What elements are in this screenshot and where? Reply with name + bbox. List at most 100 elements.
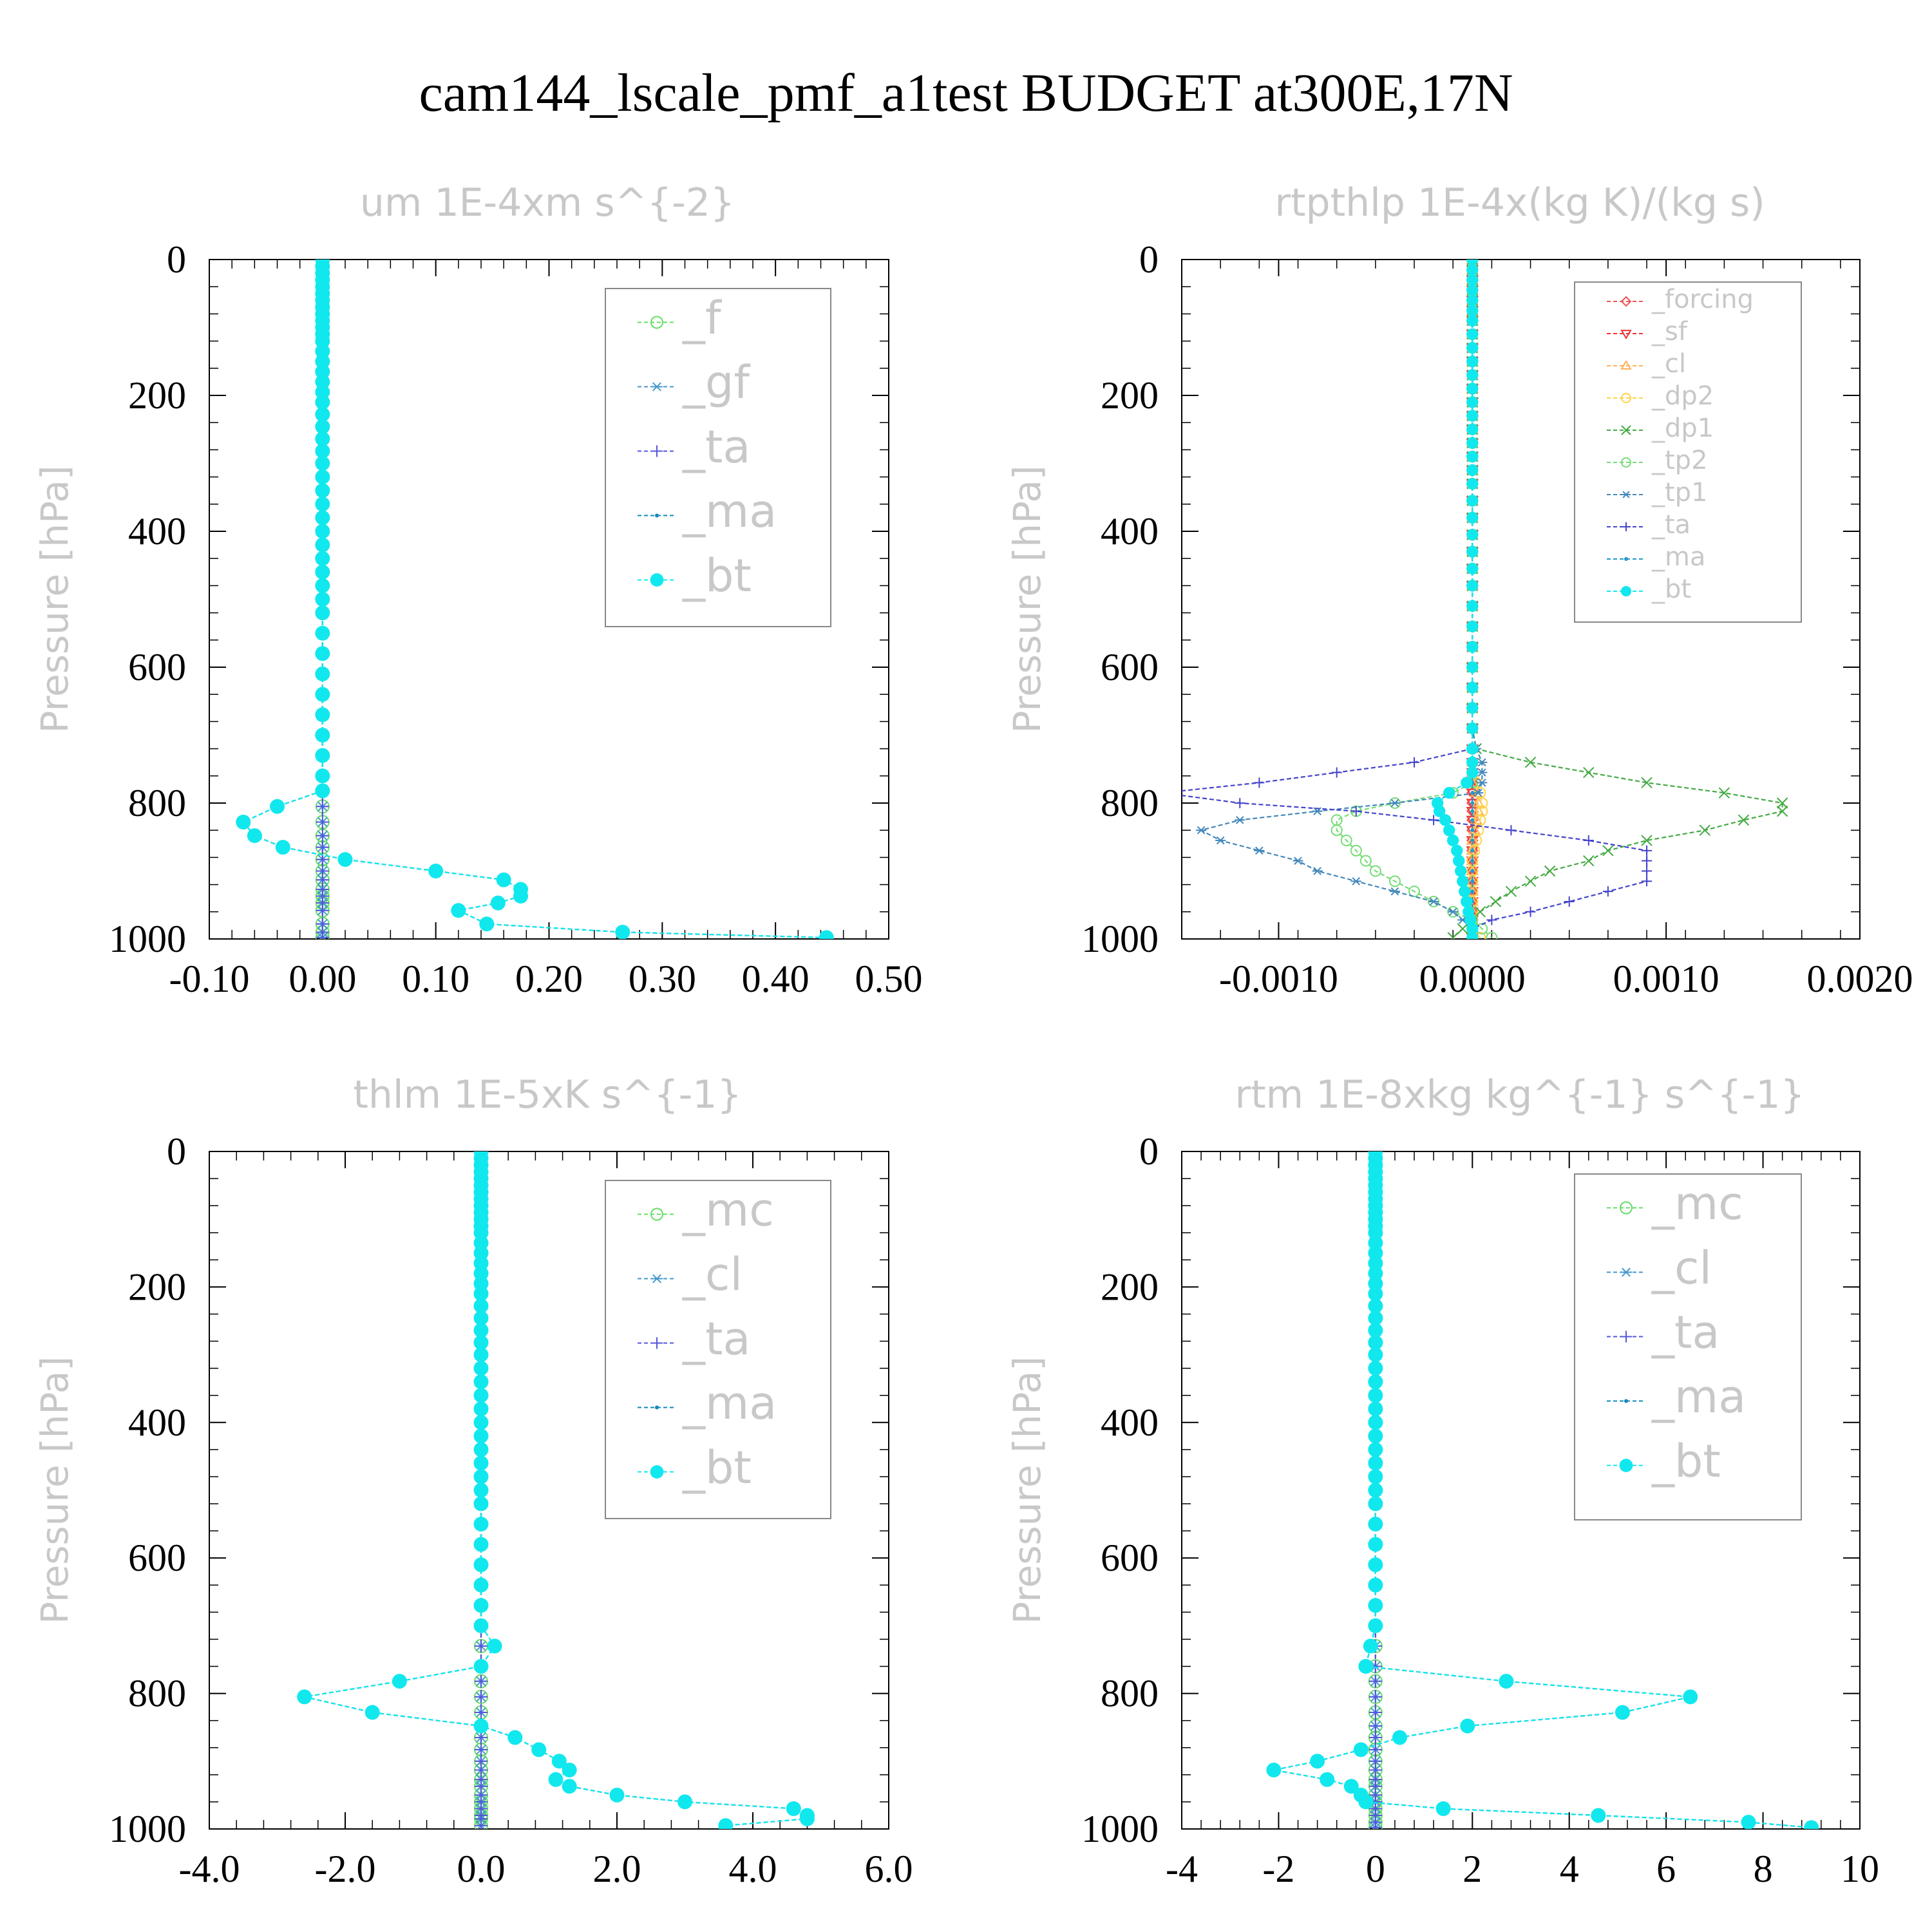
panel-3: thlm 1E-5xK s^{-1} Pressure [hPa] -4.0 -2.0… bbox=[33, 1072, 913, 1890]
series-markers-bt bbox=[297, 1151, 815, 1829]
legend-label: _ma bbox=[682, 485, 777, 538]
legend-label: _ma bbox=[1651, 1370, 1746, 1423]
x-tick-label: 0.50 bbox=[855, 958, 923, 1000]
legend-box bbox=[1574, 1173, 1802, 1520]
y-tick-label: 400 bbox=[1101, 1401, 1159, 1444]
legend-item-cl: _cl bbox=[638, 1248, 743, 1301]
legend-label: _mc bbox=[682, 1184, 774, 1236]
y-tick-label: 1000 bbox=[1081, 918, 1159, 960]
panel-title: rtpthlp 1E-4x(kg K)/(kg s) bbox=[1274, 180, 1765, 225]
legend-item-ta: _ta bbox=[1607, 510, 1690, 540]
legend-item-bt: _bt bbox=[638, 1441, 752, 1494]
legend-label: _bt bbox=[1651, 1435, 1721, 1488]
legend-label: _bt bbox=[682, 1441, 752, 1494]
legend: _mc _cl _ta _ma _bt bbox=[605, 1180, 831, 1519]
y-tick-label: 1000 bbox=[109, 1808, 186, 1850]
panel-title: thlm 1E-5xK s^{-1} bbox=[353, 1072, 741, 1117]
legend-item-ma: _ma bbox=[1607, 1370, 1746, 1423]
series-markers-bt bbox=[1431, 260, 1479, 939]
legend-item-forcing: _forcing bbox=[1607, 285, 1754, 314]
legend-item-gf: _gf bbox=[638, 356, 750, 409]
y-tick-label: 800 bbox=[1101, 782, 1159, 824]
legend-item-tp2: _tp2 bbox=[1607, 446, 1708, 475]
x-tick-label: 6 bbox=[1656, 1848, 1676, 1890]
panel-2: rtpthlp 1E-4x(kg K)/(kg s) Pressure [hPa]… bbox=[1005, 180, 1913, 1000]
x-tick-label: 0.0010 bbox=[1613, 958, 1719, 1000]
legend-label: _ma bbox=[1651, 542, 1705, 572]
series-group bbox=[1266, 1151, 1819, 1829]
y-tick-label: 1000 bbox=[1081, 1808, 1159, 1850]
legend-item-ta: _ta bbox=[638, 421, 750, 473]
figure-title: cam144_lscale_pmf_a1test BUDGET at300E,1… bbox=[419, 63, 1513, 123]
series-group bbox=[1182, 260, 1788, 939]
y-tick-label: 0 bbox=[167, 1130, 186, 1173]
y-tick-label: 200 bbox=[1101, 374, 1159, 417]
y-tick-label: 1000 bbox=[109, 918, 186, 960]
panel-4: rtm 1E-8xkg kg^{-1} s^{-1} Pressure [hPa]… bbox=[1005, 1072, 1879, 1890]
legend-label: _ta bbox=[1651, 1306, 1719, 1359]
y-axis-label: Pressure [hPa] bbox=[33, 1356, 77, 1624]
series-group bbox=[297, 1151, 815, 1829]
legend-label: _cl bbox=[1651, 1242, 1712, 1294]
legend-label: _tp2 bbox=[1651, 446, 1708, 475]
plot-frame bbox=[1181, 259, 1861, 940]
y-tick-label: 200 bbox=[128, 374, 186, 417]
legend-item-tp1: _tp1 bbox=[1607, 478, 1708, 507]
legend-item-mc: _mc bbox=[638, 1184, 774, 1236]
legend-item-dp1: _dp1 bbox=[1607, 413, 1714, 443]
x-tick-label: -2.0 bbox=[315, 1848, 376, 1890]
legend-box bbox=[605, 288, 831, 627]
series-group bbox=[236, 260, 834, 939]
y-tick-label: 400 bbox=[1101, 510, 1159, 553]
legend-item-ma: _ma bbox=[638, 1377, 777, 1430]
legend-label: _bt bbox=[682, 549, 752, 602]
y-axis-label: Pressure [hPa] bbox=[33, 465, 77, 733]
y-tick-label: 400 bbox=[128, 1401, 186, 1444]
legend-item-bt: _bt bbox=[1607, 1435, 1721, 1488]
legend-label: _forcing bbox=[1651, 285, 1754, 314]
x-tick-label: 2 bbox=[1463, 1848, 1482, 1890]
legend-box bbox=[1574, 281, 1802, 623]
x-tick-label: -4.0 bbox=[179, 1848, 240, 1890]
y-tick-label: 400 bbox=[128, 510, 186, 553]
legend-label: _bt bbox=[1651, 574, 1691, 604]
x-tick-label: 0.10 bbox=[402, 958, 469, 1000]
legend-label: _dp2 bbox=[1651, 381, 1714, 411]
x-tick-label: 0.30 bbox=[629, 958, 696, 1000]
plot-frame bbox=[209, 1151, 889, 1830]
legend-label: _mc bbox=[1651, 1177, 1743, 1230]
y-axis-label: Pressure [hPa] bbox=[1005, 1356, 1049, 1624]
legend-label: _ta bbox=[1651, 510, 1690, 540]
legend-label: _f bbox=[682, 292, 722, 345]
y-tick-label: 600 bbox=[128, 1537, 186, 1579]
panel-1: um 1E-4xm s^{-2} Pressure [hPa] -0.10 0.00 0… bbox=[33, 180, 923, 1000]
series-markers-bt bbox=[1266, 1151, 1819, 1829]
legend: _mc _cl _ta _ma _bt bbox=[1574, 1173, 1802, 1520]
y-tick-label: 0 bbox=[1139, 1130, 1159, 1173]
legend-label: _dp1 bbox=[1651, 413, 1714, 443]
y-tick-label: 200 bbox=[128, 1265, 186, 1308]
x-tick-label: 0 bbox=[1366, 1848, 1385, 1890]
x-tick-label: -2 bbox=[1262, 1848, 1294, 1890]
legend-item-sf: _sf bbox=[1607, 317, 1688, 346]
x-tick-label: -4 bbox=[1166, 1848, 1198, 1890]
y-tick-label: 600 bbox=[128, 646, 186, 688]
y-axis-label: Pressure [hPa] bbox=[1005, 465, 1049, 733]
legend-label: _ta bbox=[682, 421, 750, 473]
legend-label: _tp1 bbox=[1651, 478, 1708, 507]
x-tick-label: 0.0020 bbox=[1807, 958, 1913, 1000]
legend-item-bt: _bt bbox=[638, 549, 752, 602]
plot-frame bbox=[1181, 1151, 1861, 1830]
legend-item-ta: _ta bbox=[1607, 1306, 1719, 1359]
x-tick-label: 2.0 bbox=[593, 1848, 641, 1890]
series-markers-bt bbox=[236, 260, 834, 939]
legend-item-dp2: _dp2 bbox=[1607, 381, 1714, 411]
x-tick-label: 0.40 bbox=[742, 958, 810, 1000]
x-tick-label: 6.0 bbox=[865, 1848, 913, 1890]
x-tick-label: -0.10 bbox=[169, 958, 250, 1000]
legend-label: _gf bbox=[682, 356, 750, 409]
legend-label: _cl bbox=[682, 1248, 743, 1301]
y-tick-label: 200 bbox=[1101, 1265, 1159, 1308]
panel-title: rtm 1E-8xkg kg^{-1} s^{-1} bbox=[1235, 1072, 1804, 1117]
